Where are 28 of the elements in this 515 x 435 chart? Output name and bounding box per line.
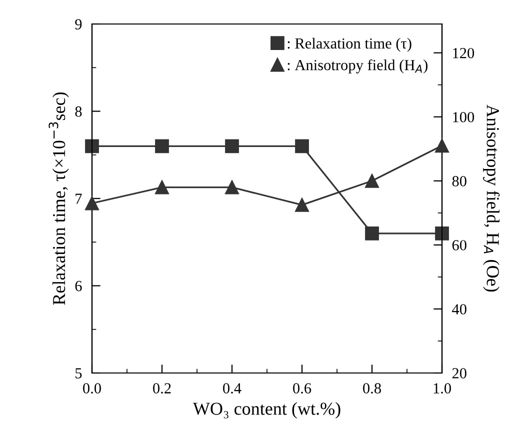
y2-tick-label: 100: [453, 112, 474, 122]
y-tick-label: 5: [76, 368, 82, 378]
x-axis-title: WO₃ content (wt.%): [192, 402, 340, 419]
y2-axis-title: Anisotropy field, H$_{A}$ (Oe): [483, 104, 500, 292]
y2-tick-label: 60: [452, 240, 466, 250]
y-tick-label: 9: [75, 19, 82, 30]
y-axis-title: Relaxation time, τ(×10$^{−3}$sec): [48, 92, 69, 305]
y-tick-label: 6: [75, 280, 82, 292]
y-tick-label: 7: [76, 194, 82, 204]
legend-label: : Relaxation time (τ): [288, 38, 412, 52]
x-tick-label: 0.6: [293, 383, 312, 394]
point: [295, 198, 309, 212]
point: [225, 180, 239, 194]
y2-tick-label: 80: [452, 176, 466, 186]
x-tick-label: 0.4: [223, 383, 242, 394]
y-tick-label: 8: [75, 106, 82, 117]
point: [365, 174, 379, 188]
y2-tick-label: 120: [453, 48, 474, 58]
point: [85, 196, 99, 210]
legend-label: : Anisotropy field (H$_{A}$): [288, 59, 428, 74]
point: [435, 138, 449, 153]
x-tick-label: 0.0: [83, 383, 101, 394]
y2-tick-label: 40: [452, 304, 466, 314]
x-tick-label: 0.8: [363, 383, 381, 394]
y2-tick-label: 20: [452, 368, 466, 378]
x-tick-label: 0.2: [153, 383, 171, 394]
x-tick-label: 1.0: [434, 383, 451, 394]
point: [155, 180, 169, 194]
